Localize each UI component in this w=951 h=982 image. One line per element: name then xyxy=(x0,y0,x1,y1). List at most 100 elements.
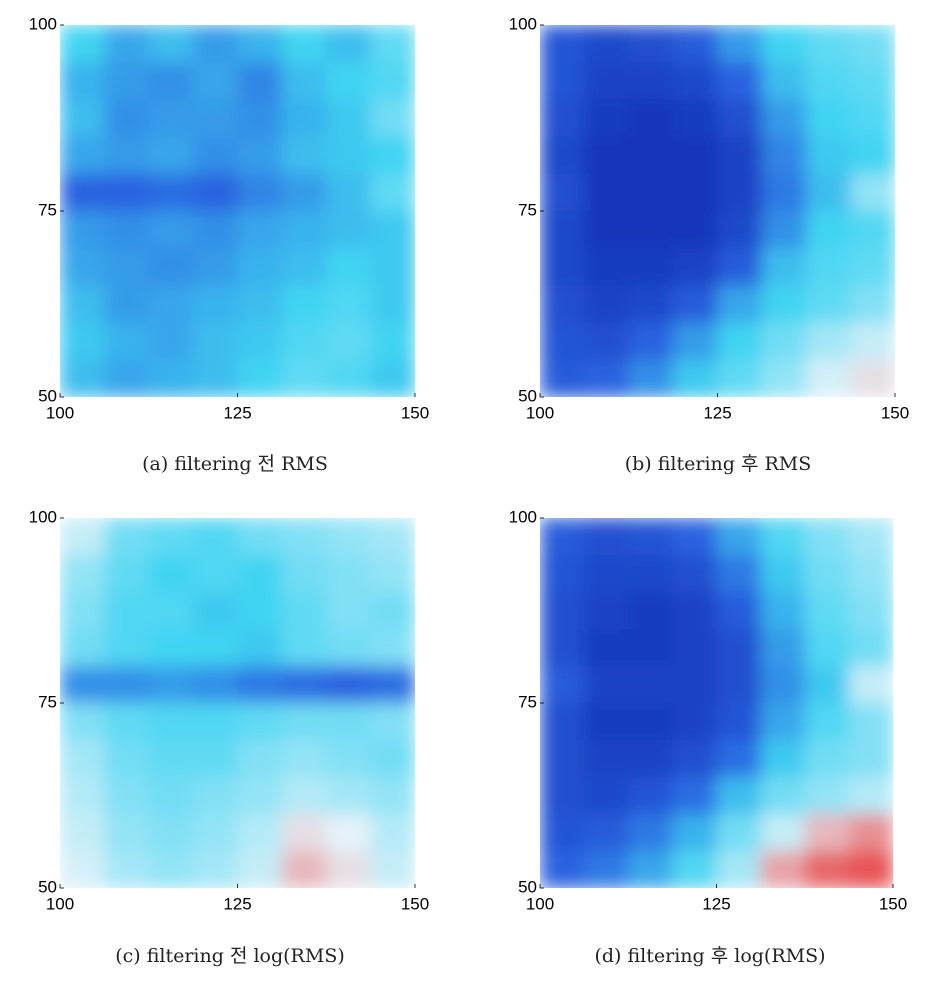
heatmap-cell xyxy=(628,740,673,778)
heatmap-cell xyxy=(148,814,194,852)
heatmap-cell xyxy=(193,666,238,704)
heatmap-cell xyxy=(281,814,327,852)
heatmap-cell xyxy=(104,518,150,556)
heatmap-cell xyxy=(673,173,718,212)
heatmap-cell xyxy=(806,211,852,249)
heatmap-cell xyxy=(672,851,717,888)
heatmap-cell xyxy=(628,25,674,63)
heatmap-cell xyxy=(584,359,630,397)
heatmap-cell xyxy=(326,814,372,852)
heatmap-cell xyxy=(628,592,673,630)
heatmap-cell xyxy=(370,592,415,630)
heatmap-cell xyxy=(237,359,283,397)
heatmap-cell xyxy=(60,666,105,704)
heatmap-cell xyxy=(761,25,807,63)
heatmap-cell xyxy=(760,629,806,667)
heatmap-cell xyxy=(193,555,238,593)
heatmap-cell xyxy=(672,518,717,556)
heatmap-cell xyxy=(540,99,585,138)
heatmap-cell xyxy=(148,136,194,175)
heatmap-cell xyxy=(806,248,852,286)
heatmap-cell xyxy=(806,173,852,212)
heatmap xyxy=(540,25,895,397)
heatmap-cell xyxy=(850,322,895,361)
heatmap-cell xyxy=(104,814,150,852)
heatmap-cell xyxy=(716,814,762,852)
heatmap-cell xyxy=(370,285,415,324)
x-tick-label: 125 xyxy=(223,894,251,913)
x-tick-label: 125 xyxy=(703,403,731,422)
heatmap-cell xyxy=(584,592,629,630)
heatmap-cell xyxy=(761,99,807,138)
heatmap-cell xyxy=(60,740,105,778)
heatmap-cell xyxy=(716,555,762,593)
heatmap-cell xyxy=(540,173,585,212)
heatmap-cell xyxy=(584,173,630,212)
heatmap-cell xyxy=(104,99,150,138)
heatmap-cell xyxy=(540,518,585,556)
heatmap-cell xyxy=(806,322,852,361)
heatmap-cell xyxy=(760,777,806,815)
y-tick-label: 50 xyxy=(518,386,537,405)
heatmap-cell xyxy=(60,248,105,286)
x-tick-label: 150 xyxy=(879,894,907,913)
heatmap-cell xyxy=(806,99,852,138)
heatmap-cell xyxy=(806,359,852,397)
heatmap-cell xyxy=(60,359,105,397)
heatmap-cell xyxy=(193,322,238,361)
heatmap-cell xyxy=(193,851,238,888)
heatmap-cell xyxy=(281,518,327,556)
heatmap-cell xyxy=(104,285,150,324)
heatmap-cell xyxy=(326,740,372,778)
heatmap-cell xyxy=(326,285,372,324)
heatmap-cell xyxy=(237,322,283,361)
heatmap-cell xyxy=(281,703,327,741)
heatmap-cell xyxy=(761,248,807,286)
y-tick-label: 75 xyxy=(518,200,537,219)
heatmap-cell xyxy=(540,777,585,815)
heatmap-cell xyxy=(148,25,194,63)
heatmap-cell xyxy=(717,99,763,138)
heatmap-cell xyxy=(60,25,105,63)
heatmap-cell xyxy=(237,25,283,63)
heatmap-cell xyxy=(148,173,194,212)
heatmap-cell xyxy=(806,62,852,100)
heatmap-cell xyxy=(60,592,105,630)
heatmap-cell xyxy=(672,666,717,704)
heatmap-cell xyxy=(370,322,415,361)
heatmap-cell xyxy=(761,359,807,397)
heatmap-cell xyxy=(584,777,629,815)
heatmap-cell xyxy=(281,555,327,593)
heatmap-cell xyxy=(148,518,194,556)
heatmap-cell xyxy=(673,99,718,138)
heatmap-cell xyxy=(628,211,674,249)
heatmap-cell xyxy=(584,322,630,361)
heatmap-cell xyxy=(148,322,194,361)
heatmap-cell xyxy=(104,703,150,741)
heatmap xyxy=(60,25,415,397)
heatmap-cell xyxy=(848,629,893,667)
heatmap-cell xyxy=(584,285,630,324)
heatmap-cell xyxy=(540,359,585,397)
heatmap-cell xyxy=(104,555,150,593)
heatmap-cell xyxy=(193,285,238,324)
heatmap-cell xyxy=(717,136,763,175)
heatmap-cell xyxy=(804,518,850,556)
heatmap-cell xyxy=(673,359,718,397)
heatmap-cell xyxy=(806,285,852,324)
heatmap-cell xyxy=(326,25,372,63)
heatmap-cell xyxy=(326,629,372,667)
heatmap-cell xyxy=(281,851,327,888)
heatmap-cell xyxy=(193,629,238,667)
heatmap-cell xyxy=(370,25,415,63)
heatmap-cell xyxy=(850,211,895,249)
heatmap-cell xyxy=(717,359,763,397)
heatmap-cell xyxy=(104,777,150,815)
heatmap-cell xyxy=(60,136,105,175)
heatmap-cell xyxy=(60,99,105,138)
heatmap-cell xyxy=(584,740,629,778)
heatmap-cell xyxy=(717,322,763,361)
heatmap-cell xyxy=(370,740,415,778)
heatmap-cell xyxy=(628,703,673,741)
x-tick-label: 150 xyxy=(401,403,429,422)
